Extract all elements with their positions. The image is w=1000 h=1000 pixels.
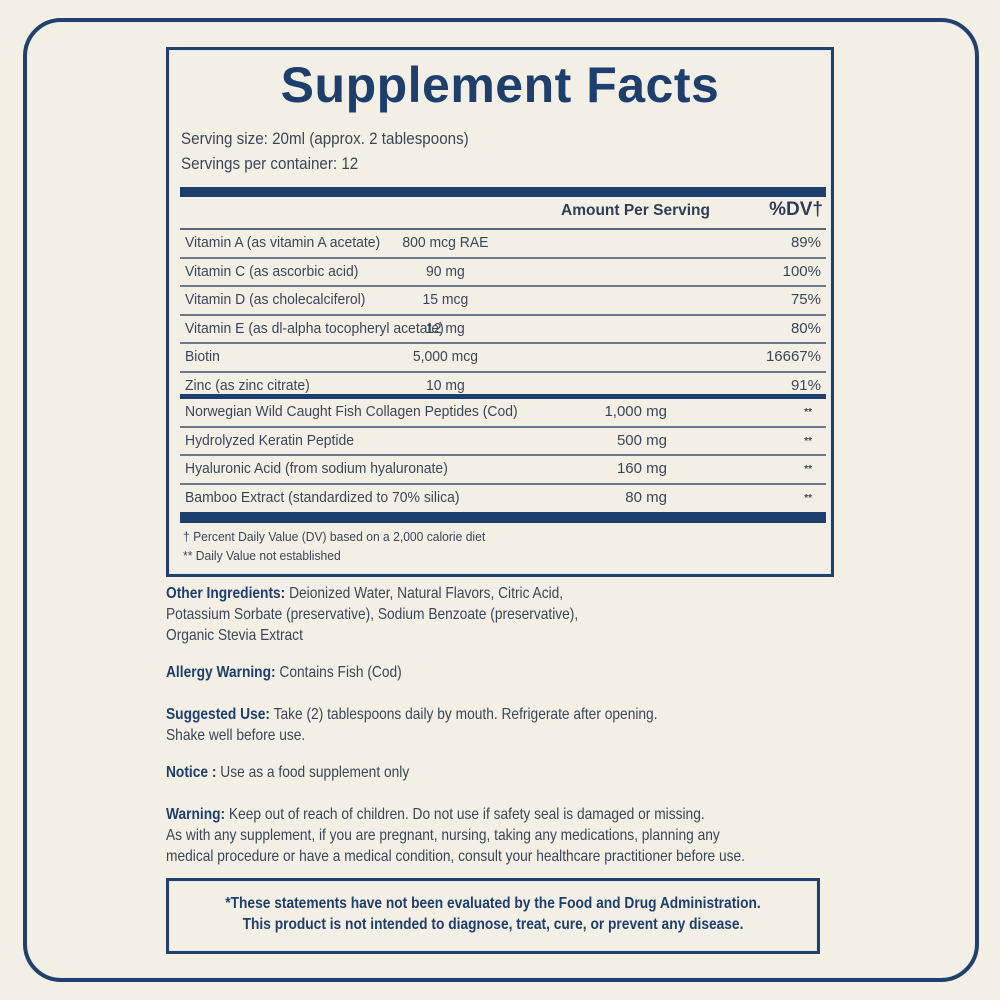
allergy-label: Allergy Warning: — [166, 664, 276, 681]
outer-frame — [23, 18, 979, 982]
ingredient-name: Hyaluronic Acid (from sodium hyaluronate… — [185, 460, 448, 477]
warning-text: Keep out of reach of children. Do not us… — [225, 806, 705, 823]
notice-label: Notice : — [166, 764, 217, 781]
table-row: Vitamin C (as ascorbic acid) 90 mg 100% — [180, 256, 826, 286]
allergy-warning: Allergy Warning: Contains Fish (Cod) — [166, 662, 846, 683]
ingredient-dv: ** — [804, 435, 812, 447]
warning: Warning: Keep out of reach of children. … — [166, 804, 846, 867]
table-row: Vitamin E (as dl-alpha tocopheryl acetat… — [180, 313, 826, 343]
nutrient-amount: 800 mcg RAE — [402, 234, 489, 251]
thick-divider-middle — [180, 394, 826, 399]
ingredient-name: Bamboo Extract (standardized to 70% sili… — [185, 488, 460, 506]
nutrient-dv: 80% — [790, 319, 821, 337]
other-ingredients-text: Potassium Sorbate (preservative), Sodium… — [166, 606, 579, 623]
nutrient-dv: 89% — [790, 234, 821, 251]
nutrient-amount: 12 mg — [426, 319, 465, 337]
ingredient-name: Hydrolyzed Keratin Peptide — [185, 431, 355, 449]
warning-text: As with any supplement, if you are pregn… — [166, 827, 720, 844]
ingredient-amount: 80 mg — [625, 488, 667, 506]
nutrient-name: Biotin — [185, 348, 220, 365]
ingredient-dv: ** — [804, 464, 812, 475]
ingredient-dv: ** — [804, 407, 812, 418]
nutrient-name: Vitamin D (as cholecalciferol) — [185, 291, 366, 308]
table-row: Hydrolyzed Keratin Peptide 500 mg ** — [180, 425, 826, 455]
other-ingredients-label: Other Ingredients: — [166, 585, 286, 602]
table-row: Vitamin A (as vitamin A acetate) 800 mcg… — [180, 228, 826, 257]
footnote-not-established: ** Daily Value not established — [183, 548, 341, 563]
nutrient-dv: 16667% — [765, 348, 821, 365]
nutrient-dv: 75% — [790, 291, 821, 308]
warning-text: medical procedure or have a medical cond… — [166, 848, 746, 865]
nutrient-amount: 15 mcg — [422, 291, 469, 308]
nutrient-name: Zinc (as zinc citrate) — [185, 376, 310, 394]
nutrient-dv: 100% — [782, 262, 821, 280]
table-row: Vitamin D (as cholecalciferol) 15 mcg 75… — [180, 285, 826, 314]
table-row: Biotin 5,000 mcg 16667% — [180, 342, 826, 371]
nutrient-name: Vitamin C (as ascorbic acid) — [185, 262, 359, 280]
thick-divider-bottom — [180, 512, 826, 523]
allergy-text: Contains Fish (Cod) — [275, 664, 402, 681]
other-ingredient-rows: Norwegian Wild Caught Fish Collagen Pept… — [180, 399, 826, 511]
other-ingredients: Other Ingredients: Deionized Water, Natu… — [166, 583, 846, 646]
table-row: Bamboo Extract (standardized to 70% sili… — [180, 482, 826, 512]
column-header-dv: %DV† — [769, 199, 823, 220]
nutrient-name: Vitamin A (as vitamin A acetate) — [185, 234, 381, 251]
other-ingredients-text: Deionized Water, Natural Flavors, Citric… — [285, 585, 564, 602]
supplement-facts-panel: Supplement Facts Serving size: 20ml (app… — [166, 47, 834, 577]
suggested-use: Suggested Use: Take (2) tablespoons dail… — [166, 704, 846, 746]
ingredient-dv: ** — [804, 492, 812, 504]
thick-divider-top — [180, 187, 826, 197]
table-row: Zinc (as zinc citrate) 10 mg 91% — [180, 370, 826, 400]
notice: Notice : Use as a food supplement only — [166, 762, 846, 783]
other-ingredients-text: Organic Stevia Extract — [166, 627, 303, 644]
warning-label: Warning: — [166, 806, 226, 823]
column-header-amount: Amount Per Serving — [561, 202, 710, 219]
panel-title: Supplement Facts — [280, 57, 720, 113]
nutrient-amount: 10 mg — [426, 376, 465, 394]
ingredient-amount: 160 mg — [616, 460, 667, 477]
serving-info: Serving size: 20ml (approx. 2 tablespoon… — [181, 127, 469, 177]
nutrient-amount: 5,000 mcg — [412, 348, 478, 365]
vitamin-rows: Vitamin A (as vitamin A acetate) 800 mcg… — [180, 228, 826, 399]
suggested-use-label: Suggested Use: — [166, 706, 270, 723]
fda-disclaimer-line: This product is not intended to diagnose… — [242, 916, 744, 933]
table-row: Norwegian Wild Caught Fish Collagen Pept… — [180, 399, 826, 426]
suggested-use-text: Shake well before use. — [166, 727, 306, 744]
serving-size: Serving size: 20ml (approx. 2 tablespoon… — [181, 130, 469, 148]
servings-per-container: Servings per container: 12 — [181, 155, 359, 173]
footnote-dv: † Percent Daily Value (DV) based on a 2,… — [183, 529, 486, 544]
fda-disclaimer-line: *These statements have not been evaluate… — [225, 895, 761, 912]
suggested-use-text: Take (2) tablespoons daily by mouth. Ref… — [269, 706, 658, 723]
ingredient-amount: 1,000 mg — [604, 403, 667, 420]
table-row: Hyaluronic Acid (from sodium hyaluronate… — [180, 454, 826, 483]
fda-disclaimer-box: *These statements have not been evaluate… — [166, 878, 820, 954]
notice-text: Use as a food supplement only — [216, 764, 410, 781]
nutrient-dv: 91% — [790, 376, 821, 394]
nutrient-name: Vitamin E (as dl-alpha tocopheryl acetat… — [185, 319, 444, 337]
ingredient-name: Norwegian Wild Caught Fish Collagen Pept… — [185, 403, 518, 420]
nutrient-amount: 90 mg — [426, 262, 465, 280]
ingredient-amount: 500 mg — [616, 431, 667, 449]
